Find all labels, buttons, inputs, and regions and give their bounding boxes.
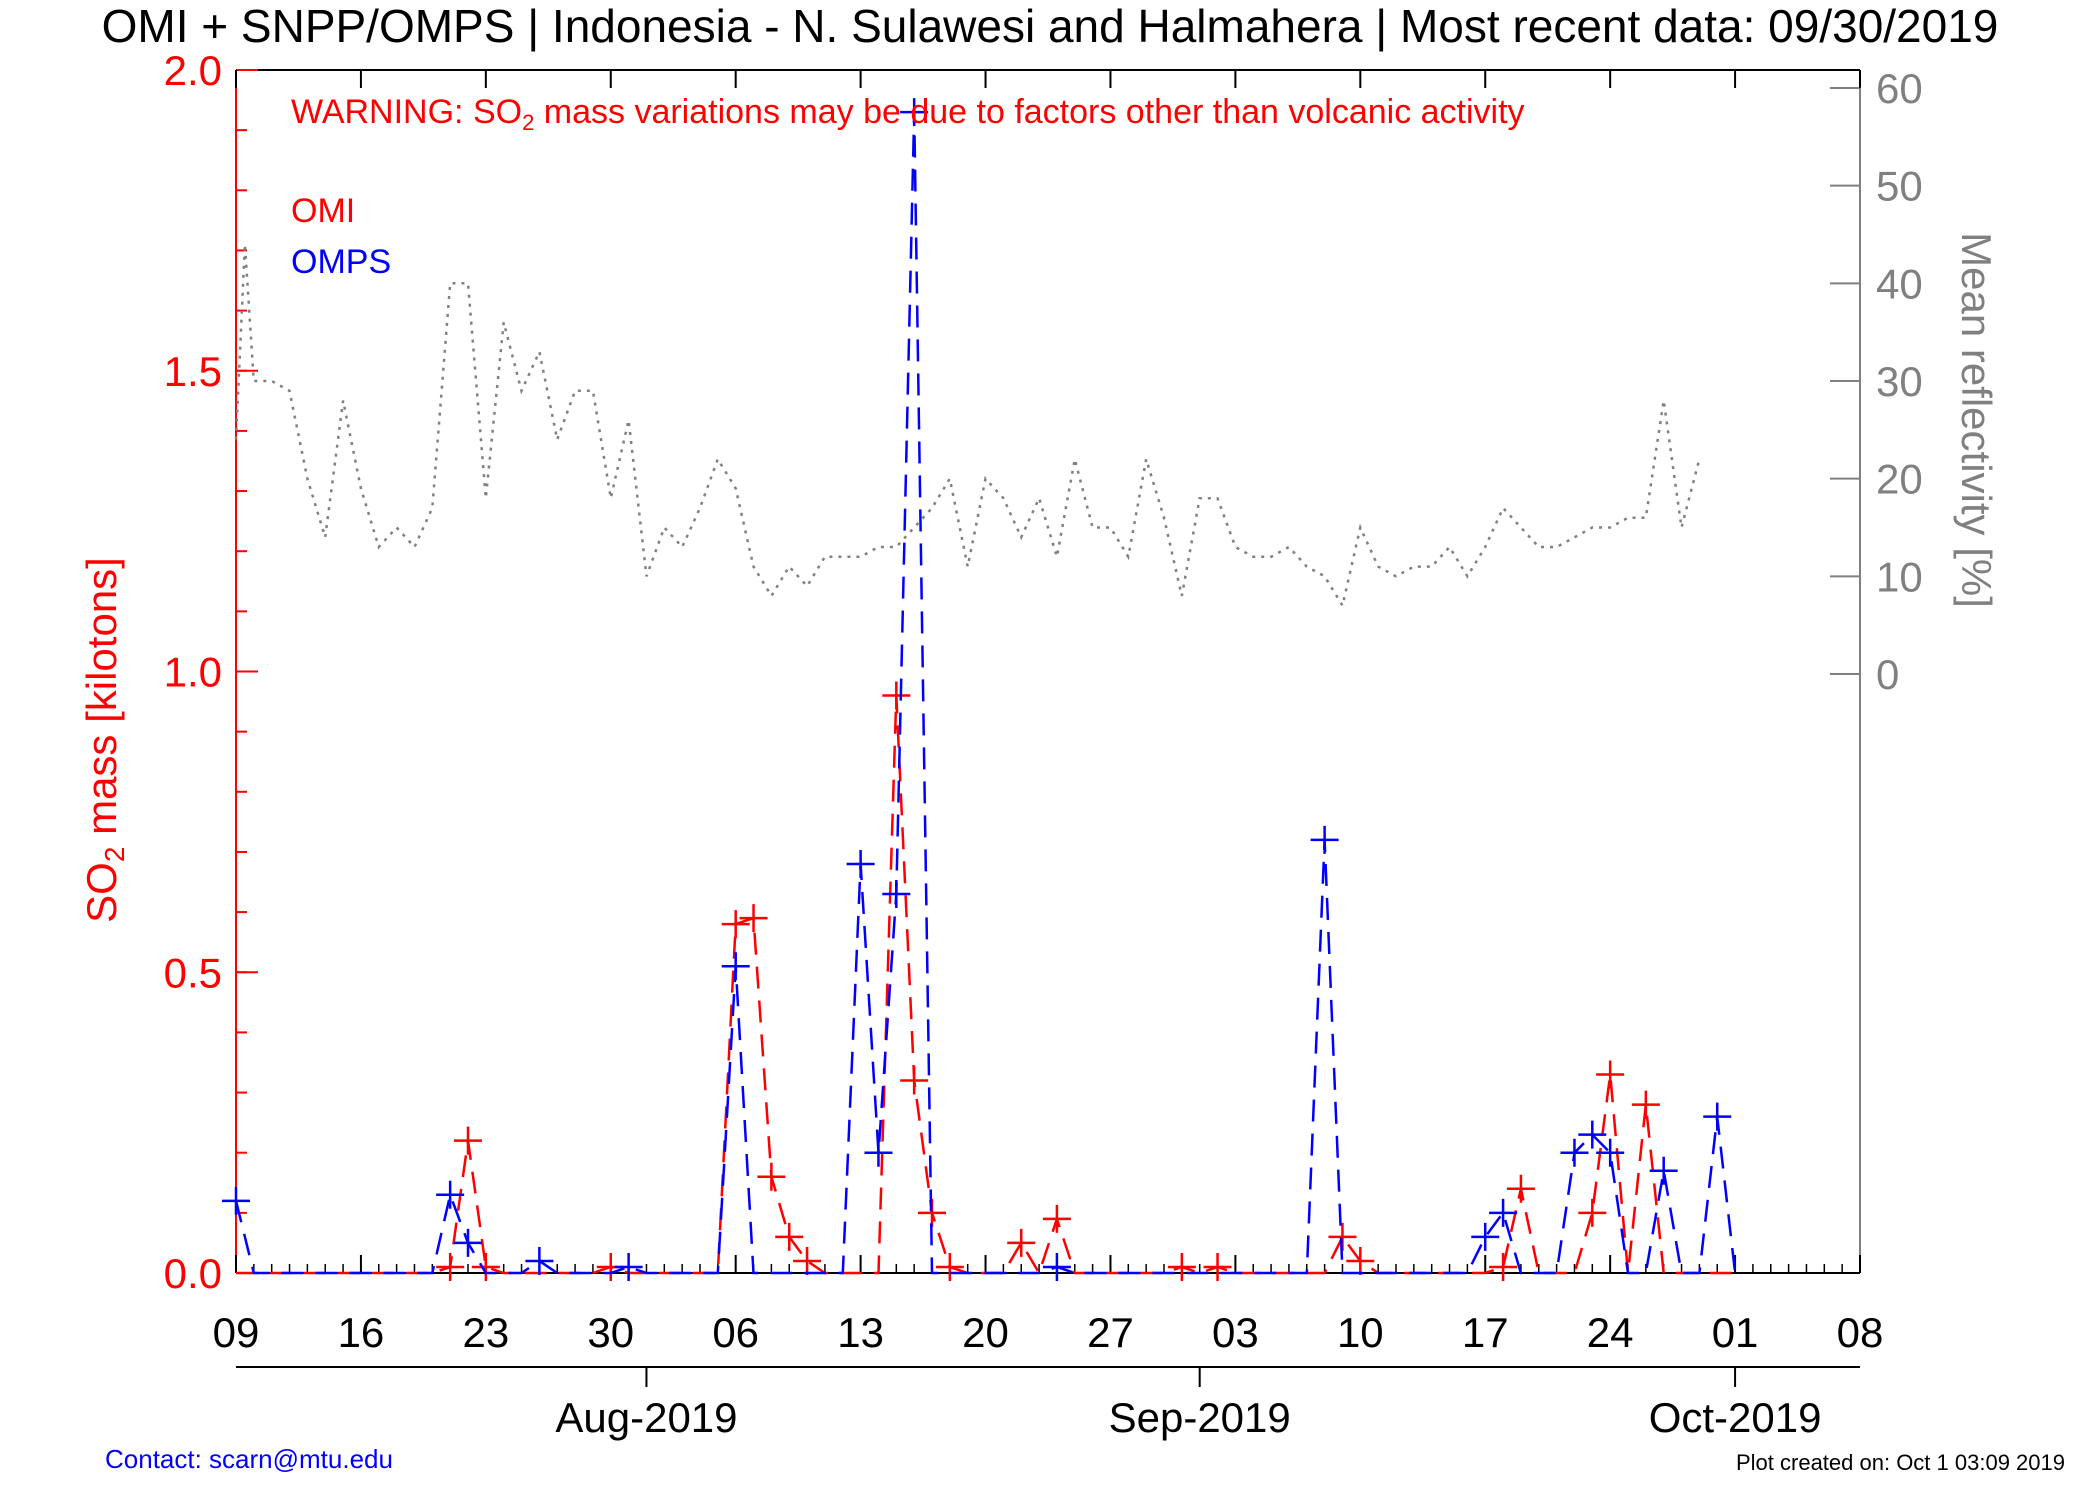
data-point-marker xyxy=(864,1138,893,1167)
data-point-marker xyxy=(614,1252,643,1281)
series-layer xyxy=(222,98,1737,1281)
x-tick-label: 09 xyxy=(213,1309,260,1356)
y-tick-label: 0.0 xyxy=(164,1250,222,1297)
data-point-marker xyxy=(1506,1174,1535,1203)
data-point-marker xyxy=(454,1228,482,1257)
data-point-marker xyxy=(721,952,750,981)
x-tick-label: 20 xyxy=(962,1309,1009,1356)
y2-tick-label: 0 xyxy=(1876,651,1899,698)
data-point-marker xyxy=(1203,1252,1232,1281)
legend-entry-omi: OMI xyxy=(291,192,355,230)
y-tick-label: 1.5 xyxy=(164,348,222,395)
y2-tick-label: 30 xyxy=(1876,358,1923,405)
x-tick-label: 27 xyxy=(1087,1309,1134,1356)
data-point-marker xyxy=(900,1066,929,1095)
data-point-marker xyxy=(900,98,929,127)
y-axis-label-prefix: SO xyxy=(78,862,125,923)
series-line xyxy=(234,244,1701,609)
series-omps xyxy=(222,98,1737,1281)
data-point-marker xyxy=(436,1252,465,1281)
data-point-marker xyxy=(1042,1204,1071,1233)
data-point-marker xyxy=(1346,1246,1375,1275)
y-axis-label: SO2 mass [kilotons] xyxy=(78,557,130,923)
data-point-marker xyxy=(882,681,911,710)
y2-axis-label: Mean reflectivity [%] xyxy=(1953,232,2000,608)
y-tick-label: 0.5 xyxy=(164,949,222,996)
x-tick-label: 08 xyxy=(1837,1309,1884,1356)
plot-area xyxy=(235,69,1861,1274)
month-label: Aug-2019 xyxy=(555,1394,737,1441)
x-tick-label: 16 xyxy=(338,1309,385,1356)
y-axis-label-suffix: mass [kilotons] xyxy=(78,557,125,846)
y-axis-label-subscript: 2 xyxy=(99,847,130,863)
data-point-marker xyxy=(1578,1198,1607,1227)
warning-subscript: 2 xyxy=(522,110,534,135)
y2-tick-label: 10 xyxy=(1876,553,1923,600)
data-point-marker xyxy=(1596,1138,1625,1167)
x-tick-label: 24 xyxy=(1587,1309,1634,1356)
data-point-marker xyxy=(793,1246,822,1275)
footer-contact: Contact: scarn@mtu.edu xyxy=(105,1444,393,1474)
data-point-marker xyxy=(1631,1090,1660,1119)
data-point-marker xyxy=(1649,1156,1678,1185)
x-tick-label: 01 xyxy=(1712,1309,1759,1356)
data-point-marker xyxy=(882,880,911,909)
y2-tick-label: 60 xyxy=(1876,65,1923,112)
y-tick-label: 2.0 xyxy=(164,47,222,94)
data-point-marker xyxy=(1703,1102,1732,1131)
data-point-marker xyxy=(935,1252,964,1281)
x-tick-label: 23 xyxy=(462,1309,509,1356)
legend-entry-omps: OMPS xyxy=(291,243,391,281)
data-point-marker xyxy=(1471,1222,1500,1251)
x-tick-label: 17 xyxy=(1462,1309,1509,1356)
x-tick-label: 13 xyxy=(837,1309,884,1356)
y-tick-label: 1.0 xyxy=(164,649,222,696)
footer-created: Plot created on: Oct 1 03:09 2019 xyxy=(1736,1450,2065,1475)
warning-suffix: mass variations may be due to factors ot… xyxy=(534,93,1524,131)
y2-tick-label: 50 xyxy=(1876,163,1923,210)
data-point-marker xyxy=(1310,825,1339,854)
x-tick-label: 06 xyxy=(712,1309,759,1356)
data-point-marker xyxy=(739,904,768,933)
series-line xyxy=(236,695,1736,1276)
y2-tick-label: 20 xyxy=(1876,456,1923,503)
data-point-marker xyxy=(1007,1228,1036,1257)
x-tick-label: 03 xyxy=(1212,1309,1259,1356)
data-point-marker xyxy=(1167,1252,1196,1281)
series-omi xyxy=(236,681,1736,1281)
data-point-marker xyxy=(721,910,750,939)
data-point-marker xyxy=(1560,1138,1589,1167)
y2-tick-label: 40 xyxy=(1876,260,1923,307)
data-point-marker xyxy=(1489,1198,1518,1227)
data-point-marker xyxy=(1042,1252,1071,1281)
data-point-marker xyxy=(775,1222,804,1251)
month-label: Sep-2019 xyxy=(1109,1394,1291,1441)
data-point-marker xyxy=(757,1162,786,1191)
data-point-marker xyxy=(1596,1060,1625,1089)
warning-text: WARNING: SO2 mass variations may be due … xyxy=(291,93,1525,135)
data-point-marker xyxy=(471,1252,500,1281)
data-point-marker xyxy=(846,849,875,878)
data-point-marker xyxy=(1489,1252,1518,1281)
data-point-marker xyxy=(222,1186,250,1215)
month-label: Oct-2019 xyxy=(1649,1394,1822,1441)
data-point-marker xyxy=(454,1126,482,1155)
warning-prefix: WARNING: SO xyxy=(291,93,522,131)
series-mean-reflectivity xyxy=(234,244,1701,609)
x-tick-label: 10 xyxy=(1337,1309,1384,1356)
series-line xyxy=(234,112,1737,1275)
data-point-marker xyxy=(525,1246,554,1275)
data-point-marker xyxy=(1578,1120,1607,1149)
chart-title: OMI + SNPP/OMPS | Indonesia - N. Sulawes… xyxy=(102,0,1999,52)
data-point-marker xyxy=(436,1180,465,1209)
x-tick-label: 30 xyxy=(587,1309,634,1356)
